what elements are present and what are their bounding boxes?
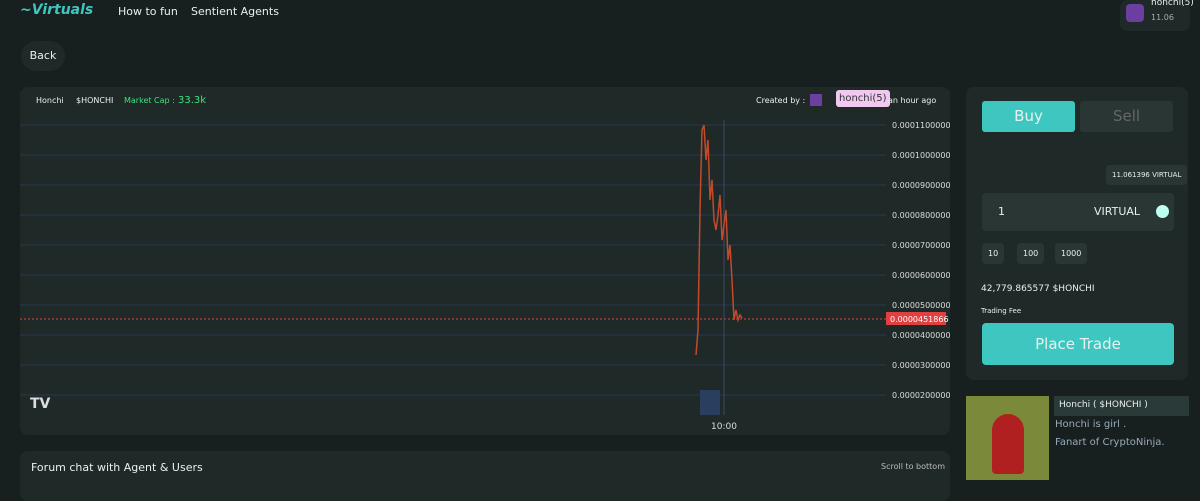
agent-image[interactable] [966, 396, 1049, 480]
price-label: 0.0000900000 [892, 181, 950, 190]
nav-link[interactable]: How to fun [118, 5, 178, 18]
trading-fee[interactable]: Trading Fee [981, 307, 1022, 315]
receive-amount: 42,779.865577 $HONCHI [981, 284, 1095, 294]
wallet-balance: 11.061396 VIRTUAL [1106, 165, 1188, 185]
trade-panel: Buy Sell 11.061396 VIRTUAL 1 VIRTUAL 10 … [966, 87, 1188, 380]
price-line [695, 124, 743, 356]
created-by: Created by : [756, 96, 806, 105]
agent-title: Honchi ( $HONCHI ) [1059, 400, 1148, 410]
chat-title: Forum chat with Agent & Users [31, 461, 203, 474]
place-trade-button[interactable]: Place Trade [982, 323, 1174, 365]
market-cap-label: Market Cap : [124, 96, 175, 105]
user-name: honchi(5) [1151, 0, 1194, 8]
volume [700, 390, 720, 415]
created-time: an hour ago [888, 96, 937, 105]
creator-icon [810, 94, 822, 106]
token-ticker: $HONCHI [76, 96, 114, 105]
user-box[interactable]: honchi(5) 11.06 [1120, 0, 1194, 31]
agent-line: Honchi is girl . [1055, 419, 1127, 430]
amount-input[interactable]: 1 VIRTUAL [982, 193, 1174, 231]
price-label: 0.0001000000 [892, 151, 950, 160]
time-label: 10:00 [711, 422, 737, 432]
preset[interactable]: 10 [982, 243, 1005, 264]
agent-figure [992, 414, 1024, 474]
buy-tab[interactable]: Buy [982, 101, 1075, 132]
scroll-link[interactable]: Scroll to bottom [881, 462, 945, 471]
preset[interactable]: 1000 [1055, 243, 1088, 264]
current-price: 0.0000451866 [890, 315, 949, 324]
amount: 1 [998, 205, 1005, 218]
back-button[interactable]: Back [21, 41, 65, 71]
price-chart: 0.0001100000 0.0001000000 0.0000900000 0.00… [20, 120, 950, 432]
chart-panel: Honchi $HONCHI Market Cap : 33.3k Create… [20, 87, 950, 435]
creator[interactable]: honchi(5) [836, 90, 890, 107]
agent-header: Honchi ( $HONCHI ) [1054, 396, 1189, 416]
price-label: 0.0000200000 [892, 391, 950, 400]
price-label: 0.0000600000 [892, 271, 950, 280]
sell-tab[interactable]: Sell [1080, 101, 1173, 132]
logo[interactable]: ~Virtuals [20, 2, 94, 18]
preset[interactable]: 100 [1017, 243, 1045, 264]
currency-icon [1156, 205, 1169, 218]
price-label: 0.0000800000 [892, 211, 950, 220]
price-label: 0.0000500000 [892, 301, 950, 310]
user-balance: 11.06 [1151, 13, 1174, 22]
chat-panel: Forum chat with Agent & Users Scroll to … [20, 451, 950, 501]
price-label: 0.0000300000 [892, 361, 950, 370]
price-label: 0.0000700000 [892, 241, 950, 250]
market-cap: 33.3k [178, 95, 207, 106]
avatar [1126, 4, 1144, 22]
agent-line: Fanart of CryptoNinja. [1055, 437, 1165, 448]
price-label: 0.0000400000 [892, 331, 950, 340]
nav-link[interactable]: Sentient Agents [191, 5, 279, 18]
price-label: 0.0001100000 [892, 121, 950, 130]
current-price-box [886, 312, 946, 325]
currency: VIRTUAL [1094, 205, 1141, 218]
token-name: Honchi [36, 96, 64, 105]
tv-logo: TV [30, 396, 51, 412]
